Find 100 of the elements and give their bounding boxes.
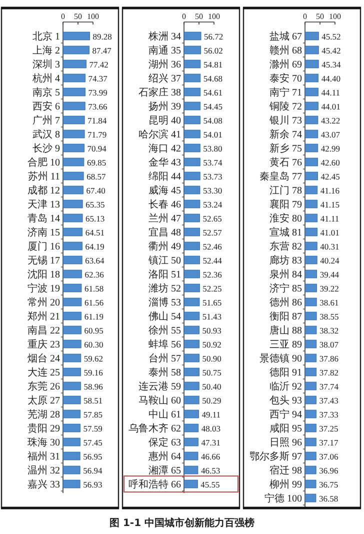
- y-tick-label: 温州 32: [28, 464, 60, 476]
- y-tick-label: 厦门 16: [28, 240, 60, 252]
- data-label: 73.66: [88, 102, 108, 112]
- x-tick-label: 50: [316, 12, 324, 21]
- data-label: 45.52: [322, 32, 341, 42]
- data-label: 54.08: [203, 116, 222, 126]
- y-tick-label: 长春 46: [148, 198, 181, 210]
- data-label: 57.59: [83, 424, 102, 434]
- y-tick-label: 唐山 88: [270, 324, 302, 336]
- y-tick-label: 新余 74: [270, 128, 302, 140]
- y-tick-label: 南通 35: [148, 44, 181, 56]
- y-tick-label: 惠州 64: [148, 450, 181, 462]
- data-label: 38.55: [320, 312, 339, 322]
- data-label: 38.32: [319, 326, 339, 336]
- data-label: 52.25: [202, 284, 222, 294]
- data-label: 50.93: [202, 326, 222, 336]
- data-label: 56.95: [83, 452, 102, 462]
- data-label: 38.07: [319, 340, 339, 350]
- y-tick-label: 黄石 76: [270, 156, 302, 168]
- bar: [62, 340, 82, 348]
- bar: [62, 32, 90, 40]
- data-label: 47.31: [201, 438, 220, 448]
- y-tick-label: 金华 43: [148, 156, 181, 168]
- data-label: 54.01: [203, 130, 222, 140]
- bar: [62, 186, 84, 194]
- y-tick-label: 廊坊 83: [270, 254, 302, 266]
- data-label: 62.36: [84, 270, 104, 280]
- y-tick-label: 西宁 94: [270, 408, 302, 420]
- y-tick-label: 江门 78: [270, 184, 302, 196]
- y-tick-label: 绍兴 37: [148, 72, 181, 84]
- y-tick-label: 宿迁 98: [270, 464, 302, 476]
- data-label: 43.22: [320, 116, 340, 126]
- bar: [62, 312, 82, 320]
- y-tick-label: 贵阳 29: [28, 422, 60, 434]
- y-tick-label: 镇江 50: [148, 254, 181, 266]
- y-tick-label: 中山 61: [148, 408, 181, 420]
- y-tick-label: 福州 31: [28, 450, 60, 462]
- y-tick-label: 上海 2: [32, 44, 60, 56]
- y-tick-label: 天津 13: [28, 198, 60, 210]
- data-label: 87.47: [92, 46, 112, 56]
- data-label: 57.45: [83, 438, 102, 448]
- data-label: 41.16: [320, 186, 340, 196]
- bar: [62, 242, 82, 250]
- data-label: 45.55: [200, 480, 220, 490]
- data-label: 44.11: [321, 88, 340, 98]
- y-tick-label: 济南 15: [28, 226, 60, 238]
- y-tick-label: 保定 63: [148, 436, 181, 448]
- x-tick-label: 0: [61, 12, 65, 21]
- y-tick-label: 成都 12: [28, 184, 60, 196]
- data-label: 40.31: [320, 242, 340, 252]
- data-label: 54.81: [203, 60, 223, 70]
- y-tick-label: 临沂 92: [270, 380, 302, 392]
- bar: [62, 298, 82, 306]
- data-label: 65.13: [86, 214, 105, 224]
- y-tick-label: 宜昌 48: [148, 226, 181, 238]
- data-label: 53.74: [203, 158, 223, 168]
- y-tick-label: 佛山 54: [148, 310, 181, 322]
- data-label: 71.84: [88, 116, 108, 126]
- y-tick-label: 秦皇岛 77: [260, 170, 302, 182]
- bar: [62, 466, 80, 474]
- bar: [62, 382, 81, 390]
- data-label: 54.61: [203, 88, 223, 98]
- bar: [62, 284, 82, 292]
- data-label: 50.90: [202, 354, 222, 364]
- data-label: 46.53: [200, 466, 220, 476]
- data-label: 54.45: [203, 102, 222, 112]
- data-label: 60.30: [84, 340, 104, 350]
- data-label: 48.03: [201, 424, 221, 434]
- data-label: 77.42: [89, 60, 108, 70]
- y-tick-label: 衢州 49: [148, 240, 181, 252]
- y-tick-label: 乌鲁木齐 62: [128, 422, 181, 434]
- bar: [62, 46, 90, 54]
- data-label: 52.46: [202, 242, 222, 252]
- y-tick-label: 柳州 99: [270, 478, 302, 490]
- y-tick-label: 徐州 55: [148, 324, 181, 336]
- data-label: 52.36: [202, 270, 222, 280]
- data-label: 37.82: [319, 368, 338, 378]
- data-label: 59.16: [84, 368, 103, 378]
- data-label: 42.99: [320, 144, 340, 154]
- data-label: 39.44: [320, 270, 340, 280]
- y-tick-label: 珠海 30: [28, 436, 60, 448]
- bar: [62, 102, 86, 110]
- y-tick-label: 盐城 67: [270, 30, 302, 42]
- bar: [62, 326, 82, 334]
- y-tick-label: 大连 25: [28, 366, 60, 378]
- data-label: 59.62: [84, 354, 104, 364]
- x-tick-label: 0: [303, 12, 307, 21]
- bar: [62, 130, 85, 138]
- y-tick-label: 湖州 36: [148, 58, 181, 70]
- y-tick-label: 滁州 69: [270, 58, 302, 70]
- data-label: 37.25: [319, 424, 338, 434]
- x-tick-label: 100: [208, 12, 220, 21]
- data-label: 37.43: [319, 396, 338, 406]
- y-tick-label: 泰安 70: [270, 72, 302, 84]
- data-label: 56.93: [83, 480, 102, 490]
- y-tick-label: 重庆 23: [28, 338, 60, 350]
- bar: [62, 424, 80, 432]
- y-tick-label: 武汉 8: [32, 128, 60, 140]
- y-tick-label: 常州 20: [28, 296, 60, 308]
- y-tick-label: 蚌埠 56: [148, 338, 181, 350]
